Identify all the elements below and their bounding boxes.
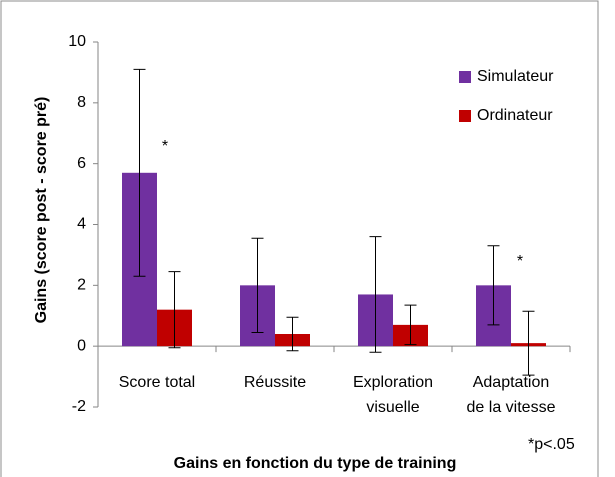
legend-label: Simulateur [477,68,554,85]
legend-label: Ordinateur [477,107,553,124]
x-tick-label: Score total [119,374,195,391]
error-bar [286,316,299,352]
y-tick-label: 8 [77,94,86,111]
y-tick-label: 4 [77,216,86,233]
error-bar [168,271,181,349]
error-bar [522,310,535,376]
y-axis-title: Gains (score post - score pré) [33,97,50,324]
error-bar [133,68,146,277]
error-bar [487,245,500,326]
annotation: * [517,253,523,270]
error-bar [369,236,382,353]
legend-swatch [459,71,471,83]
x-tick-label: visuelle [366,399,419,416]
y-tick-label: 0 [77,337,86,354]
y-tick-label: 10 [68,33,86,50]
y-tick-label: 2 [77,277,86,294]
x-tick-label: Réussite [244,374,306,391]
error-bar [251,237,264,333]
error-bar [404,304,417,346]
x-tick-label: Adaptation [473,374,550,391]
y-tick-label: -2 [72,398,86,415]
legend-swatch [459,110,471,122]
chart-frame [0,0,599,477]
x-tick-label: Exploration [353,374,433,391]
annotation: * [162,138,168,155]
x-tick-label: de la vitesse [467,399,556,416]
y-tick-label: 6 [77,155,86,172]
x-axis-title: Gains en fonction du type de training [174,455,457,472]
annotation: *p<.05 [528,436,575,453]
